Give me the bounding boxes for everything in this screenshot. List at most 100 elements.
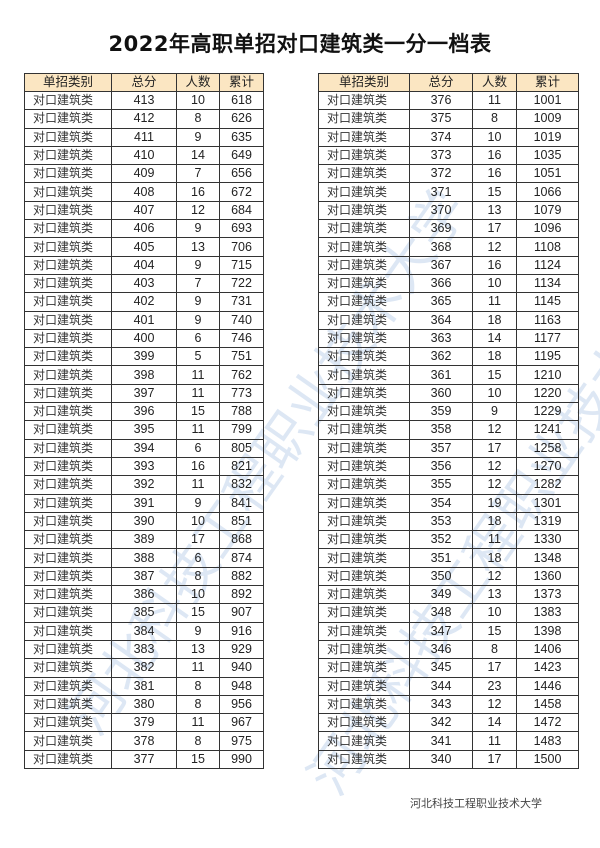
cell-category: 对口建筑类 — [318, 694, 410, 715]
cell-count: 17 — [472, 219, 517, 239]
cell-cumulative: 1195 — [516, 347, 579, 367]
cell-category: 对口建筑类 — [318, 347, 410, 367]
cell-cumulative: 1360 — [516, 566, 579, 587]
cell-score: 347 — [409, 621, 473, 641]
cell-category: 对口建筑类 — [24, 347, 112, 367]
cell-count: 18 — [472, 347, 517, 367]
cell-score: 357 — [409, 438, 473, 458]
cell-count: 15 — [472, 365, 517, 385]
cell-count: 16 — [176, 182, 220, 202]
cell-cumulative: 832 — [219, 475, 264, 495]
table-row: 对口建筑类 354 19 1301 — [318, 493, 579, 513]
cell-cumulative: 868 — [219, 530, 264, 550]
cell-category: 对口建筑类 — [24, 694, 112, 715]
score-table-right: 单招类别 总分 人数 累计 对口建筑类 376 11 1001 对口建筑类 375 8 100… — [318, 73, 579, 769]
cell-count: 10 — [472, 603, 517, 623]
cell-count: 17 — [472, 658, 517, 678]
cell-category: 对口建筑类 — [24, 621, 112, 641]
cell-score: 409 — [111, 164, 177, 184]
cell-category: 对口建筑类 — [318, 109, 410, 129]
table-row: 对口建筑类 395 11 799 — [24, 420, 264, 440]
cell-count: 5 — [176, 347, 220, 367]
cell-cumulative: 1145 — [516, 292, 579, 312]
cell-count: 18 — [472, 310, 517, 330]
table-row: 对口建筑类 396 15 788 — [24, 402, 264, 422]
cell-category: 对口建筑类 — [24, 639, 112, 660]
cell-score: 340 — [409, 749, 473, 769]
cell-cumulative: 821 — [219, 456, 264, 477]
cell-score: 387 — [111, 566, 177, 587]
cell-count: 10 — [472, 127, 517, 147]
cell-cumulative: 788 — [219, 402, 264, 422]
cell-score: 380 — [111, 694, 177, 715]
cell-count: 10 — [176, 90, 220, 111]
cell-cumulative: 618 — [219, 90, 264, 111]
cell-score: 375 — [409, 109, 473, 129]
table-row: 对口建筑类 390 10 851 — [24, 511, 264, 532]
cell-cumulative: 1446 — [516, 676, 579, 696]
cell-count: 15 — [176, 402, 220, 422]
cell-count: 15 — [176, 603, 220, 623]
table-row: 对口建筑类 409 7 656 — [24, 164, 264, 184]
cell-cumulative: 907 — [219, 603, 264, 623]
table-row: 对口建筑类 359 9 1229 — [318, 402, 579, 422]
cell-score: 354 — [409, 493, 473, 513]
cell-score: 373 — [409, 145, 473, 166]
cell-score: 400 — [111, 328, 177, 349]
cell-cumulative: 1051 — [516, 164, 579, 184]
cell-cumulative: 1001 — [516, 90, 579, 111]
table-row: 对口建筑类 361 15 1210 — [318, 365, 579, 385]
cell-cumulative: 1270 — [516, 456, 579, 477]
cell-score: 351 — [409, 548, 473, 568]
cell-score: 370 — [409, 200, 473, 221]
cell-score: 342 — [409, 713, 473, 733]
cell-cumulative: 1220 — [516, 383, 579, 404]
cell-score: 356 — [409, 456, 473, 477]
cell-score: 362 — [409, 347, 473, 367]
table-row: 对口建筑类 398 11 762 — [24, 365, 264, 385]
table-row: 对口建筑类 356 12 1270 — [318, 456, 579, 477]
cell-score: 350 — [409, 566, 473, 587]
cell-cumulative: 940 — [219, 658, 264, 678]
cell-count: 7 — [176, 164, 220, 184]
table-row: 对口建筑类 360 10 1220 — [318, 383, 579, 404]
cell-count: 17 — [472, 749, 517, 769]
table-row: 对口建筑类 399 5 751 — [24, 347, 264, 367]
cell-category: 对口建筑类 — [318, 530, 410, 550]
cell-category: 对口建筑类 — [318, 456, 410, 477]
table-row: 对口建筑类 363 14 1177 — [318, 328, 579, 349]
cell-count: 12 — [472, 237, 517, 257]
cell-category: 对口建筑类 — [24, 548, 112, 568]
cell-count: 10 — [176, 511, 220, 532]
cell-cumulative: 975 — [219, 731, 264, 751]
cell-count: 8 — [472, 639, 517, 660]
cell-count: 19 — [472, 493, 517, 513]
cell-score: 371 — [409, 182, 473, 202]
cell-count: 14 — [176, 145, 220, 166]
cell-cumulative: 1406 — [516, 639, 579, 660]
cell-category: 对口建筑类 — [24, 530, 112, 550]
cell-cumulative: 948 — [219, 676, 264, 696]
cell-score: 385 — [111, 603, 177, 623]
cell-cumulative: 805 — [219, 438, 264, 458]
header-count: 人数 — [472, 73, 517, 92]
cell-score: 410 — [111, 145, 177, 166]
table-row: 对口建筑类 349 13 1373 — [318, 585, 579, 605]
cell-cumulative: 672 — [219, 182, 264, 202]
cell-score: 386 — [111, 585, 177, 605]
cell-cumulative: 1301 — [516, 493, 579, 513]
cell-score: 352 — [409, 530, 473, 550]
cell-score: 372 — [409, 164, 473, 184]
cell-count: 9 — [176, 292, 220, 312]
cell-cumulative: 956 — [219, 694, 264, 715]
cell-cumulative: 773 — [219, 383, 264, 404]
cell-cumulative: 1500 — [516, 749, 579, 769]
cell-cumulative: 1108 — [516, 237, 579, 257]
cell-count: 17 — [176, 530, 220, 550]
cell-cumulative: 746 — [219, 328, 264, 349]
cell-score: 396 — [111, 402, 177, 422]
table-row: 对口建筑类 345 17 1423 — [318, 658, 579, 678]
cell-category: 对口建筑类 — [318, 621, 410, 641]
cell-cumulative: 1373 — [516, 585, 579, 605]
cell-count: 11 — [472, 90, 517, 111]
